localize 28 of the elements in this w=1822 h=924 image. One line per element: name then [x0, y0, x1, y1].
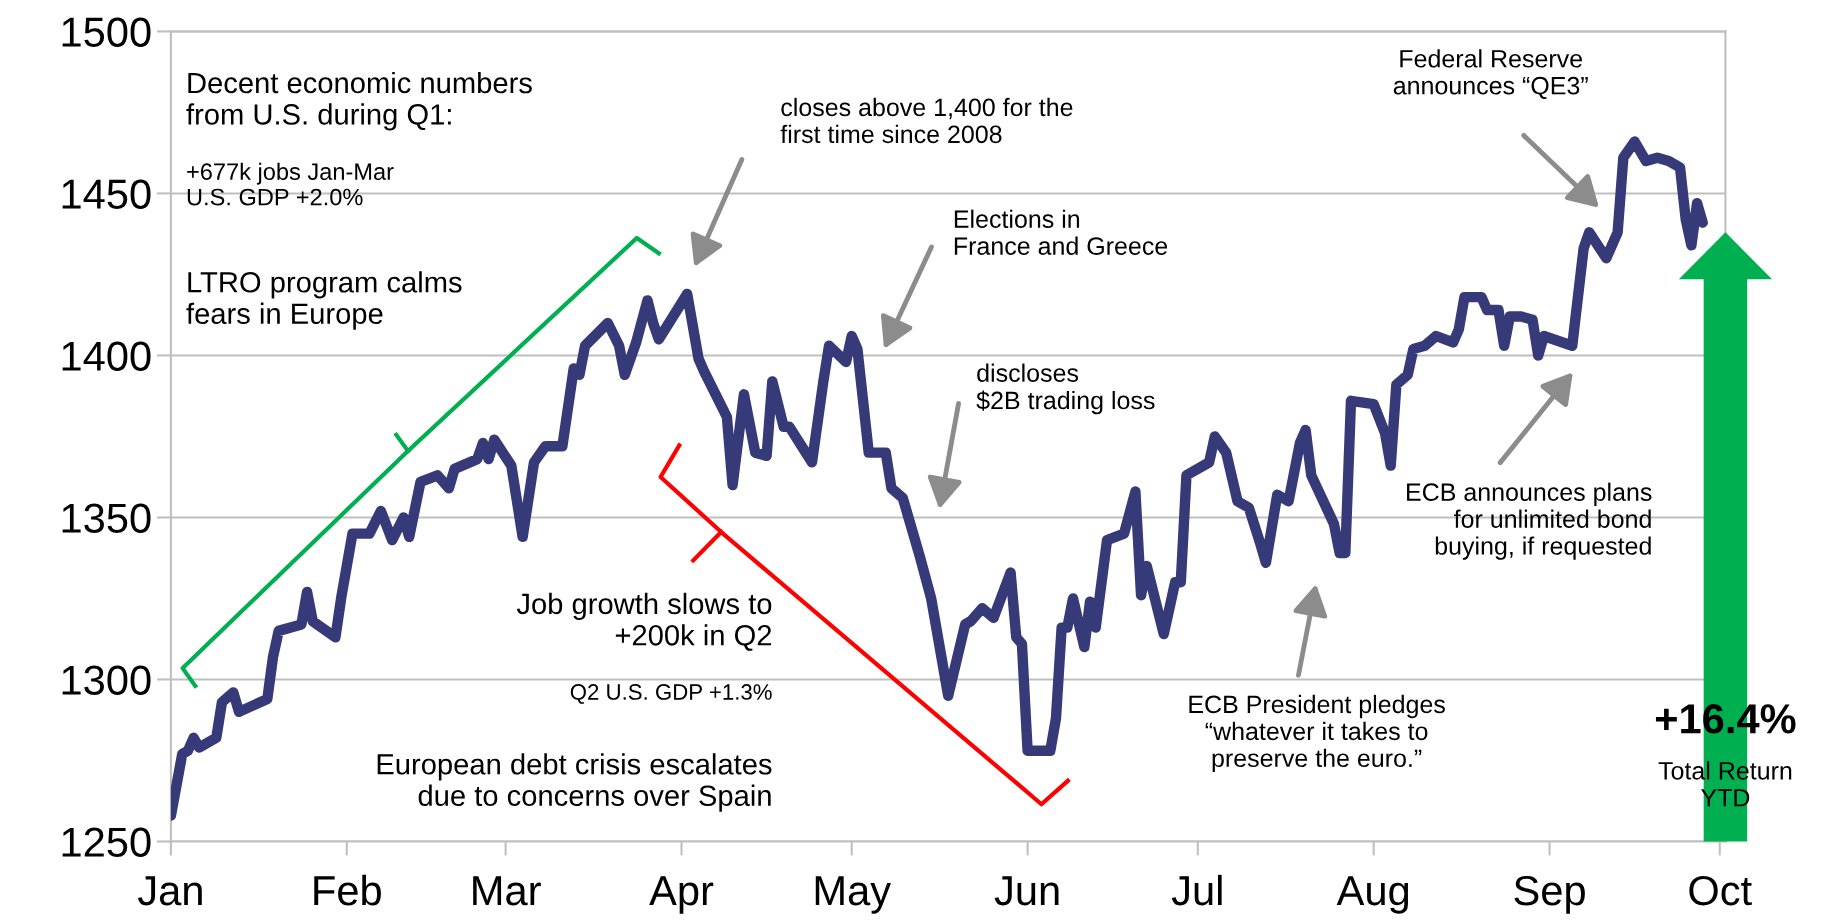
annotation: Decent economic numbers from U.S. during Q1:	[186, 71, 532, 131]
annotation: Q2 U.S. GDP +1.3%	[570, 684, 772, 704]
y-tick-label: 1500	[62, 17, 151, 47]
x-tick-label: May	[815, 876, 891, 914]
annotation: +677k jobs Jan-Mar U.S. GDP +2.0%	[187, 162, 394, 206]
x-tick-label: Aug	[1336, 876, 1409, 914]
annotation: LTRO program calms fears in Europe	[186, 271, 462, 330]
annotation: Federal Reserve announces “QE3”	[1393, 49, 1588, 100]
x-tick-label: Apr	[649, 876, 714, 914]
x-tick-label: Jul	[1171, 874, 1222, 906]
annotation: discloses $2B trading loss	[976, 363, 1155, 415]
x-tick-label: Mar	[473, 876, 541, 906]
annotation: ECB President pledges “whatever it takes to preserve the euro.”	[1189, 694, 1445, 773]
annotation: Elections in France and Greece	[954, 209, 1168, 255]
y-tick-label: 1450	[62, 179, 151, 209]
x-tick-label: Feb	[314, 874, 381, 906]
y-tick-label: 1300	[62, 665, 151, 695]
y-tick-label: 1250	[62, 827, 151, 857]
annotation: ECB announces plans for unlimited bond buying, if requested	[1407, 482, 1652, 560]
x-tick-label: Oct	[1689, 875, 1752, 906]
y-tick-label: 1400	[62, 341, 151, 371]
annotation: Job growth slows to +200k in Q2	[516, 592, 772, 651]
x-tick-label: Sep	[1514, 875, 1585, 914]
x-tick-label: Jan	[137, 876, 202, 906]
y-tick-label: 1350	[62, 503, 151, 533]
annotation: European debt crisis escalates due to concerns over Spain	[377, 753, 772, 812]
x-tick-label: Jun	[994, 876, 1059, 906]
annotation: closes above 1,400 for the first time since 2008	[780, 97, 1073, 144]
